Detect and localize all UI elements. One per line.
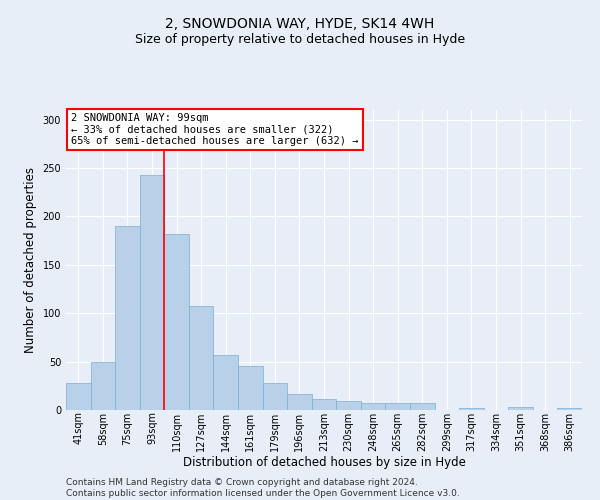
Text: 2 SNOWDONIA WAY: 99sqm
← 33% of detached houses are smaller (322)
65% of semi-de: 2 SNOWDONIA WAY: 99sqm ← 33% of detached… — [71, 113, 359, 146]
Bar — [263, 383, 287, 410]
Bar — [410, 403, 434, 410]
Bar — [214, 355, 238, 410]
Bar — [361, 403, 385, 410]
Bar — [312, 400, 336, 410]
Bar — [508, 407, 533, 410]
Bar — [115, 226, 140, 410]
Text: Size of property relative to detached houses in Hyde: Size of property relative to detached ho… — [135, 32, 465, 46]
Text: 2, SNOWDONIA WAY, HYDE, SK14 4WH: 2, SNOWDONIA WAY, HYDE, SK14 4WH — [166, 18, 434, 32]
X-axis label: Distribution of detached houses by size in Hyde: Distribution of detached houses by size … — [182, 456, 466, 469]
Bar — [557, 408, 582, 410]
Bar — [91, 362, 115, 410]
Y-axis label: Number of detached properties: Number of detached properties — [24, 167, 37, 353]
Bar — [238, 366, 263, 410]
Bar — [287, 394, 312, 410]
Bar — [459, 408, 484, 410]
Bar — [164, 234, 189, 410]
Bar — [385, 403, 410, 410]
Bar — [140, 175, 164, 410]
Bar — [336, 402, 361, 410]
Bar — [189, 306, 214, 410]
Bar — [66, 383, 91, 410]
Text: Contains HM Land Registry data © Crown copyright and database right 2024.
Contai: Contains HM Land Registry data © Crown c… — [66, 478, 460, 498]
